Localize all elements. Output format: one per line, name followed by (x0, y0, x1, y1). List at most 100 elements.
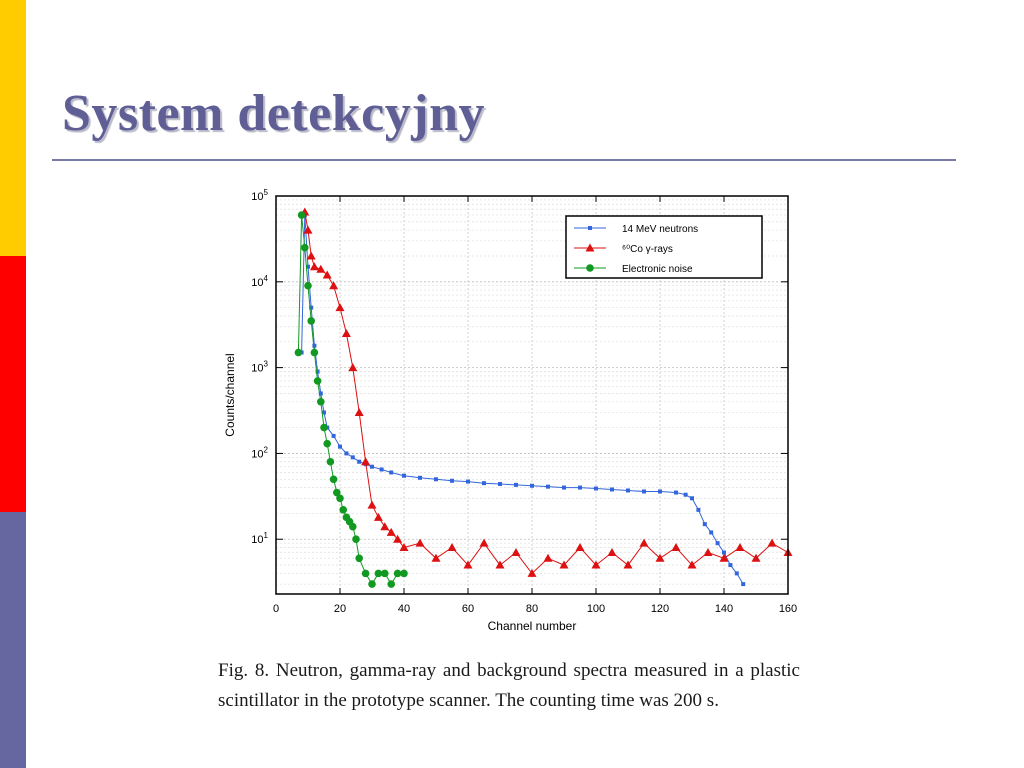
data-point (354, 407, 364, 416)
data-point (402, 473, 406, 478)
data-point (591, 560, 601, 569)
data-point (709, 530, 714, 535)
legend-marker (585, 243, 595, 252)
data-point (368, 580, 376, 588)
data-point (312, 343, 317, 348)
data-point (329, 281, 339, 290)
data-point (767, 538, 777, 547)
accent-bar-red (0, 256, 26, 512)
data-point (344, 451, 349, 456)
data-point (316, 264, 326, 273)
data-point (482, 481, 486, 486)
series-2 (294, 211, 408, 588)
data-point (341, 328, 351, 337)
data-point (370, 464, 374, 469)
data-point (393, 534, 403, 543)
data-point (559, 560, 569, 569)
series-1 (300, 207, 793, 577)
data-point (719, 553, 729, 562)
x-tick-label: 140 (715, 603, 733, 615)
data-point (352, 535, 360, 544)
data-point (333, 488, 341, 497)
data-point (741, 582, 746, 587)
data-point (320, 423, 328, 432)
data-point (696, 507, 701, 512)
data-point (387, 580, 395, 588)
data-point (338, 444, 342, 449)
data-point (607, 548, 617, 557)
data-point (655, 553, 665, 562)
spectrum-chart: 0 20 40 60 80 100 120 140 160 101 102 103 104 105 Cha… (223, 188, 797, 633)
x-axis-label: Channel number (488, 619, 577, 633)
figure-caption: Fig. 8. Neutron, gamma-ray and backgroun… (218, 660, 800, 711)
data-point (322, 410, 326, 415)
data-point (361, 569, 370, 578)
data-point (380, 522, 390, 531)
data-point (306, 264, 310, 269)
data-point (543, 553, 553, 562)
legend: 14 MeV neutrons ⁶⁰Co γ-rays Electronic noi… (565, 215, 763, 279)
data-point (303, 225, 313, 234)
y-tick-label: 105 (251, 188, 268, 203)
y-tick-label: 103 (251, 360, 268, 375)
data-point (728, 563, 733, 568)
data-point (361, 457, 371, 466)
data-point (306, 251, 316, 260)
data-point (381, 569, 389, 578)
data-point (313, 377, 322, 385)
data-point (450, 478, 454, 483)
data-point (575, 543, 585, 552)
data-point (317, 397, 325, 406)
data-point (297, 211, 306, 219)
accent-bar-yellow (0, 0, 26, 256)
data-point (339, 506, 347, 514)
data-point (318, 391, 323, 396)
x-tick-label: 40 (398, 603, 410, 615)
title-divider (52, 159, 956, 161)
x-tick-label: 100 (587, 603, 605, 615)
data-point (671, 543, 681, 552)
x-tick-label: 160 (779, 603, 797, 615)
data-point (315, 369, 320, 374)
accent-bar-blue (0, 512, 26, 768)
data-point (639, 538, 649, 547)
data-point (623, 560, 633, 569)
data-point (323, 439, 331, 448)
data-point (722, 550, 726, 555)
data-point (400, 569, 408, 578)
data-point (367, 500, 377, 509)
x-tick-label: 0 (273, 603, 279, 615)
data-point (393, 569, 402, 578)
data-point (304, 281, 312, 290)
data-point (703, 548, 713, 557)
data-point (389, 470, 394, 475)
data-point (530, 483, 534, 488)
data-point (498, 482, 502, 487)
data-point (434, 477, 438, 482)
x-tick-label: 20 (334, 603, 346, 615)
data-point (418, 475, 422, 480)
data-point (336, 494, 344, 503)
data-point (310, 348, 319, 357)
data-point (386, 527, 396, 536)
data-point (495, 560, 505, 569)
data-point (683, 492, 688, 497)
data-point (301, 243, 309, 252)
legend-label: 14 MeV neutrons (622, 224, 698, 235)
data-point (349, 522, 357, 531)
y-tick-label: 101 (251, 531, 268, 546)
legend-marker (586, 264, 594, 272)
series-layer (294, 207, 793, 588)
data-point (466, 479, 470, 484)
data-point (690, 496, 694, 501)
data-point (350, 455, 355, 460)
data-point (463, 560, 473, 569)
y-axis-label: Counts/channel (223, 353, 237, 436)
data-point (546, 484, 550, 489)
ticks: 0 20 40 60 80 100 120 140 160 101 102 103 104 105 (251, 188, 797, 615)
data-point (379, 467, 384, 472)
data-point (307, 317, 315, 325)
data-point (355, 554, 363, 563)
data-point (309, 305, 314, 310)
data-point (687, 560, 697, 569)
